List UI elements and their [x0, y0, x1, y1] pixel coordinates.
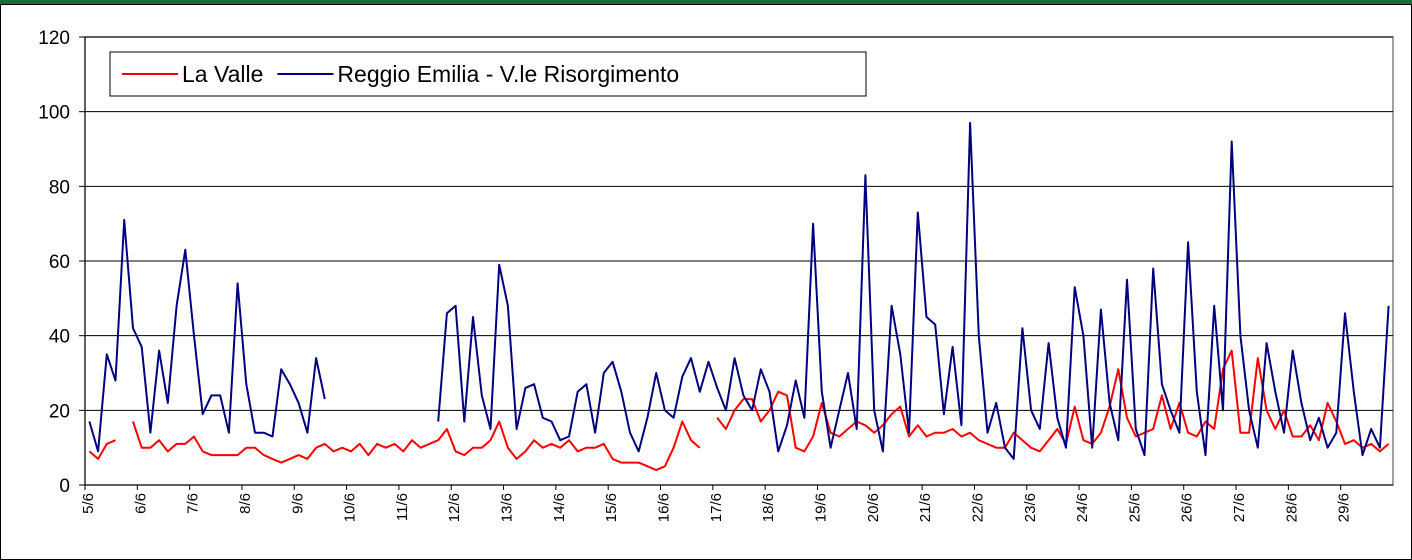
series-line [88, 349, 1390, 472]
legend [109, 51, 867, 97]
legend-label: Reggio Emilia - V.le Risorgimento [337, 61, 679, 87]
x-tick-label: 7/6 [185, 493, 202, 514]
y-tick-label: 60 [49, 252, 70, 273]
x-tick-label: 19/6 [812, 493, 829, 522]
x-tick-label: 9/6 [289, 493, 306, 514]
legend-label: La Valle [182, 61, 263, 87]
x-tick-label: 15/6 [603, 493, 620, 522]
y-tick-label: 40 [49, 327, 70, 348]
y-tick-label: 0 [59, 476, 70, 497]
x-tick-label: 16/6 [656, 493, 673, 522]
x-tick-label: 29/6 [1336, 493, 1353, 522]
y-tick-label: 20 [49, 401, 70, 422]
x-tick-label: 26/6 [1179, 493, 1196, 522]
x-tick-label: 20/6 [865, 493, 882, 522]
x-tick-label: 5/6 [80, 493, 97, 514]
x-tick-label: 17/6 [708, 493, 725, 522]
x-tick-label: 11/6 [394, 493, 411, 521]
x-tick-label: 24/6 [1074, 493, 1091, 522]
x-tick-label: 14/6 [551, 493, 568, 522]
x-tick-label: 10/6 [342, 493, 359, 522]
x-tick-label: 18/6 [760, 493, 777, 522]
y-tick-label: 80 [49, 177, 70, 198]
x-tick-label: 12/6 [446, 493, 463, 522]
y-tick-label: 120 [38, 28, 70, 49]
x-tick-label: 13/6 [499, 493, 516, 522]
x-tick-label: 25/6 [1126, 493, 1143, 522]
x-tick-label: 22/6 [969, 493, 986, 522]
x-tick-label: 8/6 [237, 493, 254, 514]
top-bar [0, 0, 1412, 4]
y-tick-label: 100 [38, 103, 70, 124]
x-tick-label: 23/6 [1022, 493, 1039, 522]
x-tick-label: 27/6 [1231, 493, 1248, 522]
x-tick-label: 28/6 [1283, 493, 1300, 522]
series-line [88, 121, 1390, 460]
x-tick-label: 6/6 [132, 493, 149, 514]
x-tick-label: 21/6 [917, 493, 934, 522]
